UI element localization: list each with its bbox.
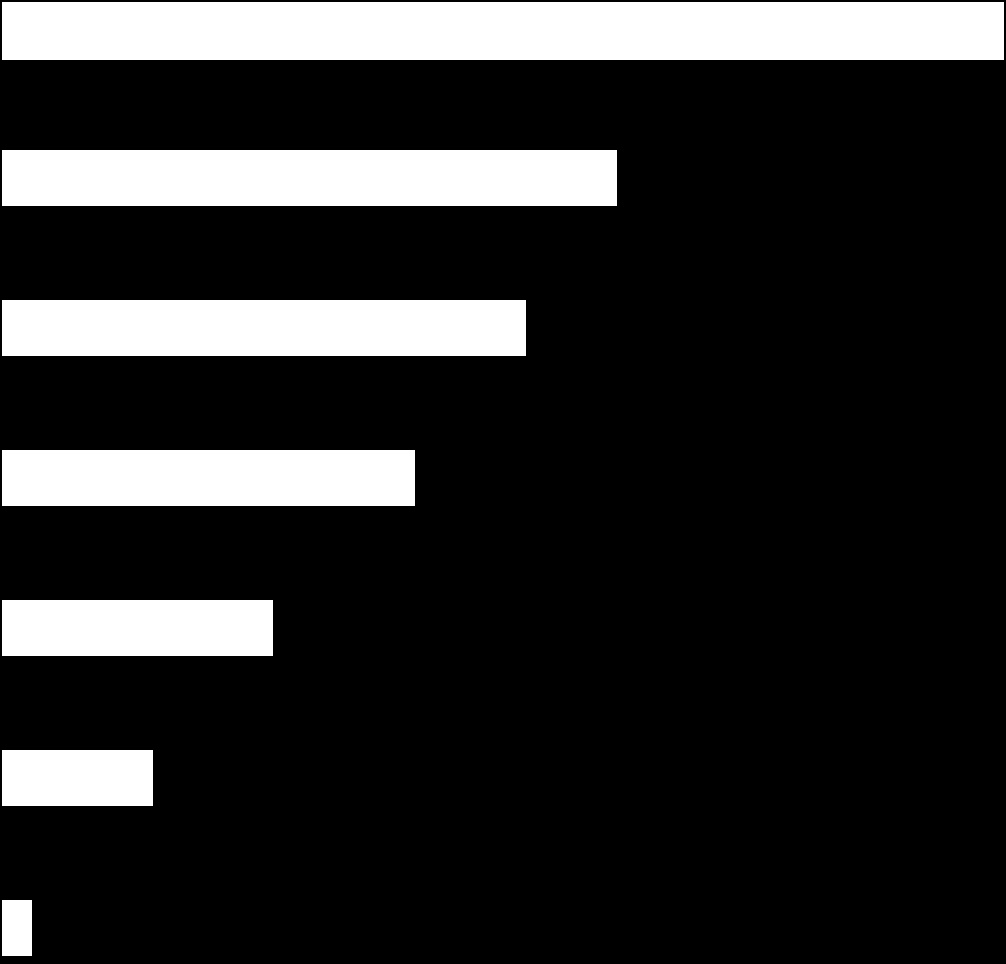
bar-1 [2, 300, 526, 356]
bar-0 [2, 150, 617, 206]
bar-3 [2, 600, 273, 656]
bar-2 [2, 450, 415, 506]
bar-4 [2, 750, 153, 806]
bar-5 [2, 900, 32, 956]
